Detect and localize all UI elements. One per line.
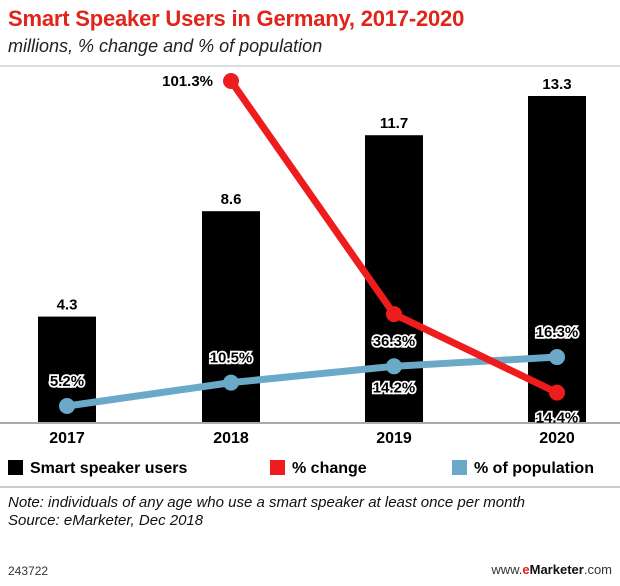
bar-value-label: 8.6	[221, 191, 242, 208]
bar-value-label: 4.3	[57, 297, 78, 314]
chart-note: Note: individuals of any age who use a s…	[8, 494, 608, 530]
bar-value-label: 11.7	[380, 115, 408, 132]
bar-value-label: 13.3	[542, 76, 571, 93]
bar-2020	[528, 96, 586, 422]
legend-swatch-pct-of-population	[452, 460, 467, 475]
population-point	[549, 349, 565, 366]
chart-subtitle: millions, % change and % of population	[8, 36, 323, 56]
x-tick-label-2020: 2020	[539, 430, 575, 447]
change-point	[223, 73, 239, 89]
population-label: 16.3%	[536, 324, 579, 341]
legend-swatch-pct-change	[270, 460, 285, 475]
population-line	[63, 353, 561, 410]
chart-area: 4.3 8.6 11.7 13.3 5.2% 10.5% 14.2% 16.3% 101.3%…	[0, 65, 620, 488]
brand-prefix: www.	[491, 562, 523, 577]
change-label: 36.3%	[373, 333, 416, 350]
legend-swatch-smart-speaker-users	[8, 460, 23, 475]
population-label: 10.5%	[210, 350, 253, 367]
chart-id: 243722	[8, 564, 49, 578]
change-label: 14.4%	[536, 410, 579, 427]
population-point	[386, 358, 402, 375]
brand-link[interactable]: www.eMarketer.com	[491, 562, 612, 577]
chart-title: Smart Speaker Users in Germany, 2017-202…	[8, 6, 465, 31]
x-tick-label-2018: 2018	[213, 430, 249, 447]
population-point	[59, 398, 75, 414]
brand-name: Marketer	[529, 562, 584, 577]
change-label: 101.3%	[162, 73, 213, 90]
source-text: Source: eMarketer, Dec 2018	[8, 512, 204, 529]
note-text: Note: individuals of any age who use a s…	[8, 494, 525, 511]
brand-e: e	[522, 562, 530, 577]
change-point	[549, 384, 565, 401]
x-tick-label-2017: 2017	[49, 430, 85, 447]
legend-label-pct-change: % change	[292, 460, 367, 477]
legend-label-smart-speaker-users: Smart speaker users	[30, 460, 188, 477]
change-point	[386, 306, 402, 323]
legend-label-pct-of-population: % of population	[474, 460, 594, 477]
brand-suffix: .com	[583, 562, 612, 577]
population-point	[223, 374, 239, 391]
x-tick-label-2019: 2019	[376, 430, 412, 447]
population-label: 5.2%	[50, 373, 84, 390]
population-label: 14.2%	[373, 379, 416, 396]
